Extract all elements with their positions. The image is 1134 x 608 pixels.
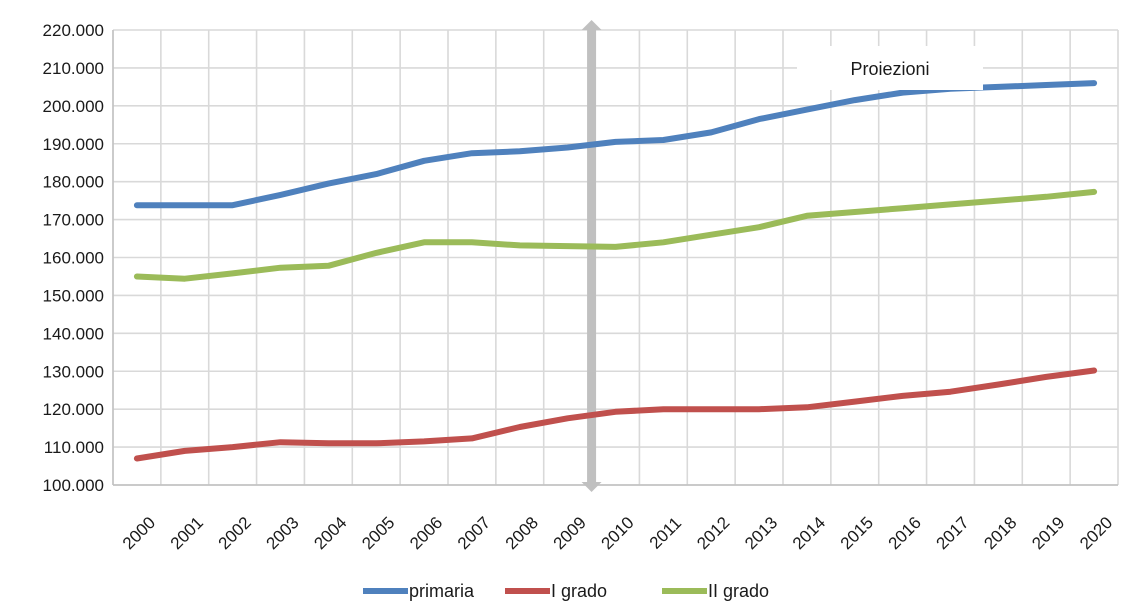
gridlines — [112, 29, 1119, 486]
annotation-box — [797, 46, 983, 90]
divider-arrow-up — [581, 20, 602, 30]
annotation-text: Proiezioni — [850, 59, 929, 79]
axes — [112, 30, 1118, 486]
projection-annotation: Proiezioni — [797, 46, 983, 90]
y-tick-label: 210.000 — [43, 59, 104, 78]
series-lines — [133, 80, 1098, 462]
x-tick-label: 2020 — [1076, 513, 1116, 553]
x-tick-label: 2007 — [454, 513, 494, 553]
x-tick-label: 2018 — [980, 513, 1020, 553]
y-tick-label: 140.000 — [43, 324, 104, 343]
y-tick-label: 160.000 — [43, 249, 104, 268]
y-tick-label: 110.000 — [44, 438, 104, 457]
x-tick-label: 2014 — [789, 513, 829, 553]
x-tick-label: 2000 — [119, 513, 159, 553]
y-tick-label: 200.000 — [43, 97, 104, 116]
x-tick-label: 2008 — [502, 513, 542, 553]
x-tick-label: 2006 — [406, 513, 446, 553]
legend-label: II grado — [708, 581, 769, 601]
x-tick-label: 2001 — [167, 513, 207, 553]
projection-divider — [581, 20, 602, 492]
x-axis-tick-labels: 2000 2001 2002 2003 2004 2005 2006 2007 2008 2009… — [119, 513, 1116, 553]
x-tick-label: 2003 — [263, 513, 303, 553]
y-axis-tick-labels: 100.000 110.000 120.000 130.000 140.000 150.0… — [43, 21, 104, 495]
y-tick-label: 220.000 — [43, 21, 104, 40]
x-tick-label: 2017 — [933, 513, 973, 553]
series-line-i-grado — [133, 367, 1098, 462]
x-tick-label: 2019 — [1028, 513, 1068, 553]
x-tick-label: 2016 — [885, 513, 925, 553]
y-tick-label: 120.000 — [43, 400, 104, 419]
series-line-ii-grado — [133, 188, 1098, 282]
y-tick-label: 130.000 — [43, 362, 104, 381]
legend-label: I grado — [551, 581, 607, 601]
x-tick-label: 2002 — [215, 513, 255, 553]
x-tick-label: 2004 — [310, 513, 350, 553]
x-tick-label: 2012 — [693, 513, 733, 553]
y-tick-label: 180.000 — [43, 173, 104, 192]
divider-arrow-down — [581, 482, 602, 492]
y-tick-label: 190.000 — [43, 135, 104, 154]
x-tick-label: 2013 — [741, 513, 781, 553]
x-tick-label: 2009 — [550, 513, 590, 553]
series-line-primaria — [133, 80, 1098, 209]
legend: primaria I grado II grado — [363, 581, 769, 601]
y-tick-label: 170.000 — [43, 211, 104, 230]
x-tick-label: 2015 — [837, 513, 877, 553]
x-tick-label: 2010 — [598, 513, 638, 553]
x-tick-label: 2005 — [358, 513, 398, 553]
legend-label: primaria — [409, 581, 475, 601]
x-tick-label: 2011 — [646, 513, 685, 552]
y-tick-label: 100.000 — [43, 476, 104, 495]
y-tick-label: 150.000 — [43, 286, 104, 305]
